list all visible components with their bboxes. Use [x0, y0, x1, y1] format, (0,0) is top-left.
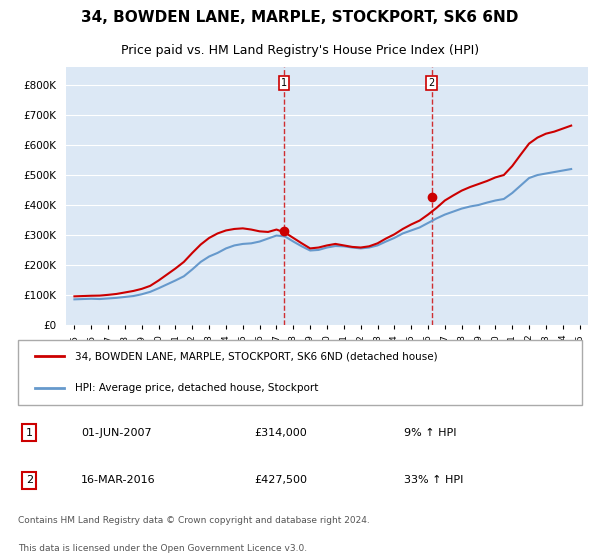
Text: HPI: Average price, detached house, Stockport: HPI: Average price, detached house, Stoc…	[76, 384, 319, 394]
Text: 2: 2	[428, 78, 434, 88]
FancyBboxPatch shape	[18, 339, 582, 405]
Text: 2: 2	[26, 475, 33, 485]
Text: £427,500: £427,500	[254, 475, 307, 485]
Text: This data is licensed under the Open Government Licence v3.0.: This data is licensed under the Open Gov…	[18, 544, 307, 553]
Text: 34, BOWDEN LANE, MARPLE, STOCKPORT, SK6 6ND: 34, BOWDEN LANE, MARPLE, STOCKPORT, SK6 …	[82, 10, 518, 25]
Text: 33% ↑ HPI: 33% ↑ HPI	[404, 475, 463, 485]
Text: 34, BOWDEN LANE, MARPLE, STOCKPORT, SK6 6ND (detached house): 34, BOWDEN LANE, MARPLE, STOCKPORT, SK6 …	[76, 351, 438, 361]
Text: 1: 1	[280, 78, 287, 88]
Text: 9% ↑ HPI: 9% ↑ HPI	[404, 428, 456, 437]
Text: 1: 1	[26, 428, 33, 437]
Text: £314,000: £314,000	[254, 428, 307, 437]
Text: Price paid vs. HM Land Registry's House Price Index (HPI): Price paid vs. HM Land Registry's House …	[121, 44, 479, 57]
Text: Contains HM Land Registry data © Crown copyright and database right 2024.: Contains HM Land Registry data © Crown c…	[18, 516, 370, 525]
Text: 16-MAR-2016: 16-MAR-2016	[81, 475, 156, 485]
Text: 01-JUN-2007: 01-JUN-2007	[81, 428, 152, 437]
